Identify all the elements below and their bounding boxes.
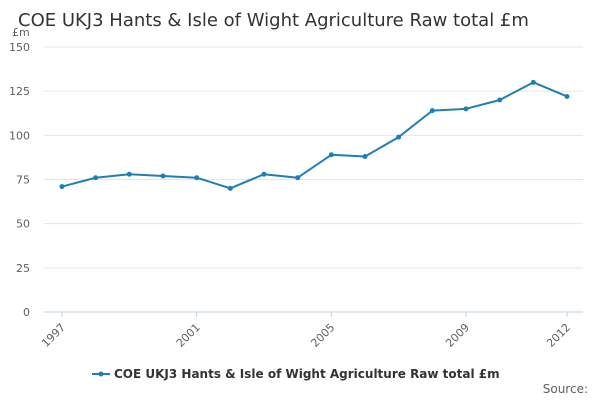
y-tick-label: 75 bbox=[16, 174, 30, 187]
legend[interactable]: COE UKJ3 Hants & Isle of Wight Agricultu… bbox=[92, 367, 500, 381]
data-point[interactable] bbox=[328, 152, 334, 158]
x-tick-label: 2001 bbox=[174, 321, 203, 350]
data-point[interactable] bbox=[59, 184, 65, 190]
x-axis-ticks: 1997 2001 2005 2009 2012 bbox=[39, 312, 573, 350]
data-point[interactable] bbox=[126, 171, 132, 177]
y-tick-label: 150 bbox=[9, 41, 30, 54]
gridlines bbox=[44, 46, 583, 269]
y-axis-ticks: 0 25 50 75 100 125 150 bbox=[9, 41, 30, 319]
series-line bbox=[61, 81, 568, 190]
y-axis-unit-label: £m bbox=[12, 26, 30, 39]
x-tick-label: 1997 bbox=[39, 321, 68, 350]
x-tick-label: 2012 bbox=[544, 321, 573, 350]
data-point[interactable] bbox=[564, 93, 570, 99]
legend-label: COE UKJ3 Hants & Isle of Wight Agricultu… bbox=[114, 367, 500, 381]
data-point[interactable] bbox=[261, 171, 267, 177]
data-point[interactable] bbox=[362, 154, 368, 160]
data-point[interactable] bbox=[497, 97, 503, 103]
source-label: Source: bbox=[543, 382, 588, 396]
legend-dot-marker bbox=[98, 371, 104, 377]
data-point[interactable] bbox=[429, 108, 435, 114]
x-tick-label: 2009 bbox=[443, 321, 472, 350]
data-point[interactable] bbox=[295, 175, 301, 181]
data-point[interactable] bbox=[463, 106, 469, 112]
y-tick-label: 50 bbox=[16, 218, 30, 231]
y-tick-label: 25 bbox=[16, 262, 30, 275]
y-tick-label: 125 bbox=[9, 85, 30, 98]
series-group bbox=[59, 79, 570, 191]
x-tick-label: 2005 bbox=[308, 321, 337, 350]
data-point[interactable] bbox=[93, 175, 99, 181]
y-tick-label: 100 bbox=[9, 129, 30, 142]
y-tick-label: 0 bbox=[23, 306, 30, 319]
data-point[interactable] bbox=[396, 134, 402, 140]
chart-title: COE UKJ3 Hants & Isle of Wight Agricultu… bbox=[18, 10, 529, 31]
data-point[interactable] bbox=[227, 185, 233, 191]
data-point[interactable] bbox=[194, 175, 200, 181]
data-point[interactable] bbox=[530, 79, 536, 85]
data-point[interactable] bbox=[160, 173, 166, 179]
